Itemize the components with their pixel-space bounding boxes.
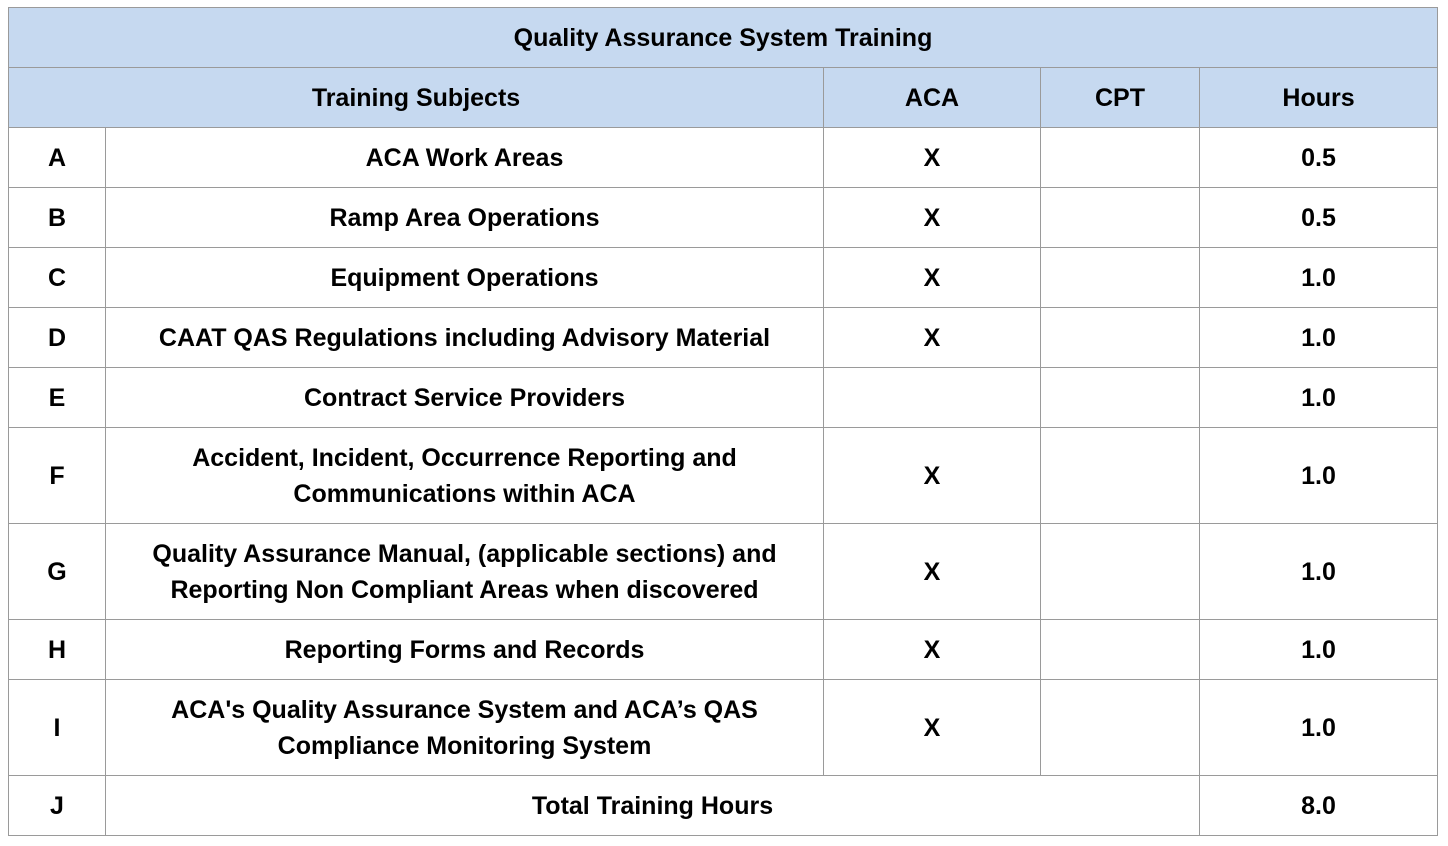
row-hours: 0.5 [1198, 127, 1439, 188]
table-title: Quality Assurance System Training [7, 7, 1439, 68]
row-hours: 1.0 [1198, 523, 1439, 620]
table-row: B Ramp Area Operations X 0.5 [8, 187, 1439, 248]
total-letter: J [8, 775, 106, 836]
row-subject-line: Equipment Operations [330, 263, 599, 292]
table-row: E Contract Service Providers 1.0 [8, 367, 1439, 428]
table-row: G Quality Assurance Manual, (applicable s… [8, 523, 1439, 620]
row-subject-line: Communications within ACA [293, 479, 636, 508]
row-letter: C [8, 247, 106, 308]
total-label: Total Training Hours [105, 775, 1200, 836]
row-hours: 1.0 [1198, 247, 1439, 308]
row-letter: D [8, 307, 106, 368]
row-aca-mark [823, 367, 1041, 428]
row-subject-line: Reporting Non Compliant Areas when disco… [170, 575, 759, 604]
row-letter: F [8, 427, 106, 524]
row-aca-mark: X [823, 679, 1041, 776]
row-hours: 1.0 [1198, 619, 1439, 680]
table-row: C Equipment Operations X 1.0 [8, 247, 1439, 308]
row-subject: Reporting Forms and Records [105, 619, 824, 680]
row-cpt-mark [1040, 679, 1200, 776]
row-letter: G [8, 523, 106, 620]
row-subject-line: Ramp Area Operations [329, 203, 600, 232]
row-cpt-mark [1040, 427, 1200, 524]
row-cpt-mark [1040, 187, 1200, 248]
row-subject: ACA Work Areas [105, 127, 824, 188]
row-subject-line: Quality Assurance Manual, (applicable se… [152, 539, 777, 568]
title-row: Quality Assurance System Training [7, 7, 1439, 68]
row-aca-mark: X [823, 247, 1041, 308]
row-hours: 1.0 [1198, 307, 1439, 368]
row-hours: 0.5 [1198, 187, 1439, 248]
row-aca-mark: X [823, 127, 1041, 188]
row-subject-line: CAAT QAS Regulations including Advisory … [158, 323, 771, 352]
row-cpt-mark [1040, 127, 1200, 188]
row-hours: 1.0 [1198, 427, 1439, 524]
table-row: I ACA's Quality Assurance System and ACA’… [8, 679, 1439, 776]
row-subject: CAAT QAS Regulations including Advisory … [105, 307, 824, 368]
row-aca-mark: X [823, 619, 1041, 680]
row-hours: 1.0 [1198, 367, 1439, 428]
row-aca-mark: X [823, 523, 1041, 620]
row-letter: A [8, 127, 106, 188]
table-row: F Accident, Incident, Occurrence Reportin… [8, 427, 1439, 524]
row-aca-mark: X [823, 427, 1041, 524]
total-hours: 8.0 [1198, 775, 1439, 836]
row-subject-line: Contract Service Providers [304, 383, 625, 412]
row-subject: ACA's Quality Assurance System and ACA’s… [105, 679, 824, 776]
header-cpt: CPT [1040, 67, 1200, 128]
header-hours: Hours [1198, 67, 1439, 128]
row-hours: 1.0 [1198, 679, 1439, 776]
row-letter: B [8, 187, 106, 248]
row-subject-line: ACA Work Areas [365, 143, 564, 172]
row-subject: Contract Service Providers [105, 367, 824, 428]
row-subject: Equipment Operations [105, 247, 824, 308]
row-cpt-mark [1040, 307, 1200, 368]
row-letter: H [8, 619, 106, 680]
row-subject-line: ACA's Quality Assurance System and ACA’s… [171, 695, 758, 724]
table-row: A ACA Work Areas X 0.5 [8, 127, 1439, 188]
total-row: J Total Training Hours 8.0 [8, 775, 1439, 836]
training-table: Quality Assurance System Training Traini… [7, 7, 1439, 836]
table-body: A ACA Work Areas X 0.5 B Ramp Area Operations… [8, 127, 1439, 836]
table-row: H Reporting Forms and Records X 1.0 [8, 619, 1439, 680]
row-subject-line: Reporting Forms and Records [284, 635, 645, 664]
row-subject: Ramp Area Operations [105, 187, 824, 248]
row-cpt-mark [1040, 619, 1200, 680]
row-subject: Quality Assurance Manual, (applicable se… [105, 523, 824, 620]
row-subject-line: Accident, Incident, Occurrence Reporting… [192, 443, 737, 472]
row-letter: E [8, 367, 106, 428]
row-cpt-mark [1040, 367, 1200, 428]
row-cpt-mark [1040, 247, 1200, 308]
row-aca-mark: X [823, 187, 1041, 248]
table-row: D CAAT QAS Regulations including Advisory… [8, 307, 1439, 368]
header-aca: ACA [823, 67, 1041, 128]
column-header-row: Training Subjects ACA CPT Hours [8, 67, 1439, 128]
row-aca-mark: X [823, 307, 1041, 368]
row-subject: Accident, Incident, Occurrence Reporting… [105, 427, 824, 524]
header-training-subjects: Training Subjects [8, 67, 824, 128]
row-letter: I [8, 679, 106, 776]
row-cpt-mark [1040, 523, 1200, 620]
row-subject-line: Compliance Monitoring System [277, 731, 652, 760]
